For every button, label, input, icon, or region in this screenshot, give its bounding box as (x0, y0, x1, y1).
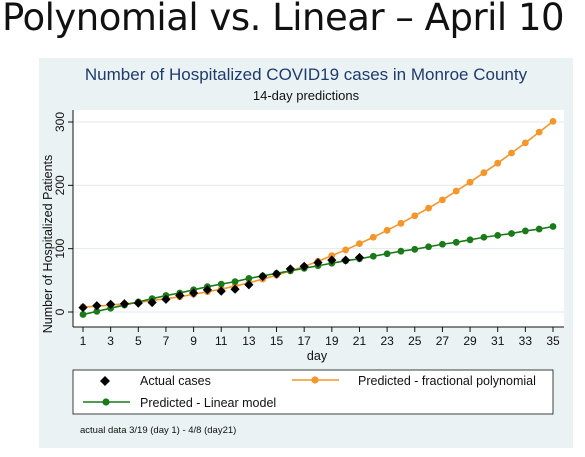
y-tick-label: 300 (53, 112, 67, 132)
x-tick-label: 1 (80, 334, 87, 348)
y-tick-label: 100 (53, 238, 67, 258)
actual-point (341, 255, 351, 265)
grid-lines (73, 121, 564, 313)
polynomial-point (411, 212, 419, 220)
polynomial-point (369, 233, 377, 241)
linear-point (369, 252, 377, 260)
legend-poly-label: Predicted - fractional polynomial (358, 374, 536, 388)
polynomial-point (480, 169, 488, 177)
linear-point (549, 223, 557, 230)
polynomial-point (439, 196, 446, 204)
series-layer (78, 117, 557, 318)
chart-title: Number of Hospitalized COVID19 cases in … (85, 65, 528, 84)
legend-actual-marker (100, 376, 110, 386)
polynomial-point (508, 149, 515, 157)
actual-point (327, 255, 337, 265)
x-tick-label: 33 (519, 334, 533, 348)
linear-point (452, 238, 460, 246)
polynomial-point (535, 128, 543, 136)
x-tick-label: 23 (380, 334, 394, 348)
data-note: actual data 3/19 (day 1) - 4/8 (day21) (80, 425, 236, 436)
linear-point (480, 233, 488, 241)
y-tick-label: 0 (53, 308, 67, 315)
legend-actual-label: Actual cases (140, 374, 211, 388)
linear-point (93, 307, 101, 315)
chart: Number of Hospitalized COVID19 cases in … (41, 65, 564, 436)
x-tick-label: 9 (190, 334, 197, 348)
x-tick-label: 17 (297, 334, 311, 348)
linear-point (425, 243, 432, 251)
x-tick-label: 7 (163, 334, 170, 348)
linear-point (535, 225, 543, 233)
actual-point (230, 284, 240, 294)
legend-poly-marker (311, 376, 319, 384)
x-tick-label: 27 (436, 334, 450, 348)
legend-linear-label: Predicted - Linear model (140, 396, 276, 410)
linear-point (508, 230, 515, 237)
y-axis-ticks: 0 100 200 300 (53, 112, 73, 315)
x-tick-label: 19 (325, 334, 339, 348)
polynomial-point (466, 178, 474, 186)
actual-point (175, 290, 185, 301)
x-tick-label: 21 (353, 334, 367, 348)
plot-area (73, 110, 564, 327)
x-axis-label: day (307, 349, 328, 363)
linear-point (397, 247, 405, 255)
linear-point (217, 280, 225, 288)
linear-point (466, 236, 474, 244)
x-axis-ticks: 1 3 5 7 9 11 13 15 17 19 21 23 25 27 29 31 33 35 (80, 327, 560, 348)
linear-point (245, 275, 253, 282)
actual-point (244, 280, 254, 290)
polynomial-point (549, 117, 557, 125)
linear-point (494, 231, 502, 239)
actual-point (147, 297, 157, 308)
polynomial-point (494, 159, 502, 167)
slide-title: Polynomial vs. Linear – April 10 (2, 0, 565, 39)
y-tick-label: 200 (53, 175, 67, 195)
actual-point (354, 252, 365, 263)
polynomial-point (342, 246, 350, 254)
polynomial-point (521, 139, 529, 147)
x-tick-label: 3 (107, 334, 114, 348)
polynomial-point (397, 219, 405, 227)
linear-point (411, 245, 419, 253)
linear-point (79, 311, 87, 318)
polynomial-point (383, 226, 391, 234)
x-tick-label: 5 (135, 334, 142, 348)
x-tick-label: 15 (270, 334, 284, 348)
actual-point (119, 299, 130, 309)
x-tick-label: 35 (546, 334, 560, 348)
x-tick-label: 31 (491, 334, 505, 348)
linear-point (521, 227, 529, 235)
actual-point (188, 288, 199, 298)
x-tick-label: 29 (463, 334, 477, 348)
x-tick-label: 25 (408, 334, 422, 348)
chart-panel: Number of Hospitalized COVID19 cases in … (39, 58, 573, 448)
y-axis-label: Number of Hospitalized Patients (41, 155, 55, 334)
linear-point (439, 240, 446, 248)
linear-point (231, 278, 239, 285)
chart-subtitle: 14-day predictions (253, 88, 360, 103)
legend-linear-marker (102, 398, 110, 406)
x-tick-label: 13 (242, 334, 256, 348)
actual-point (271, 269, 282, 279)
polynomial-point (452, 187, 460, 195)
polynomial-point (425, 204, 432, 212)
polynomial-point (356, 240, 363, 248)
x-tick-label: 11 (215, 334, 228, 348)
actual-point (258, 271, 268, 282)
linear-point (383, 250, 391, 258)
